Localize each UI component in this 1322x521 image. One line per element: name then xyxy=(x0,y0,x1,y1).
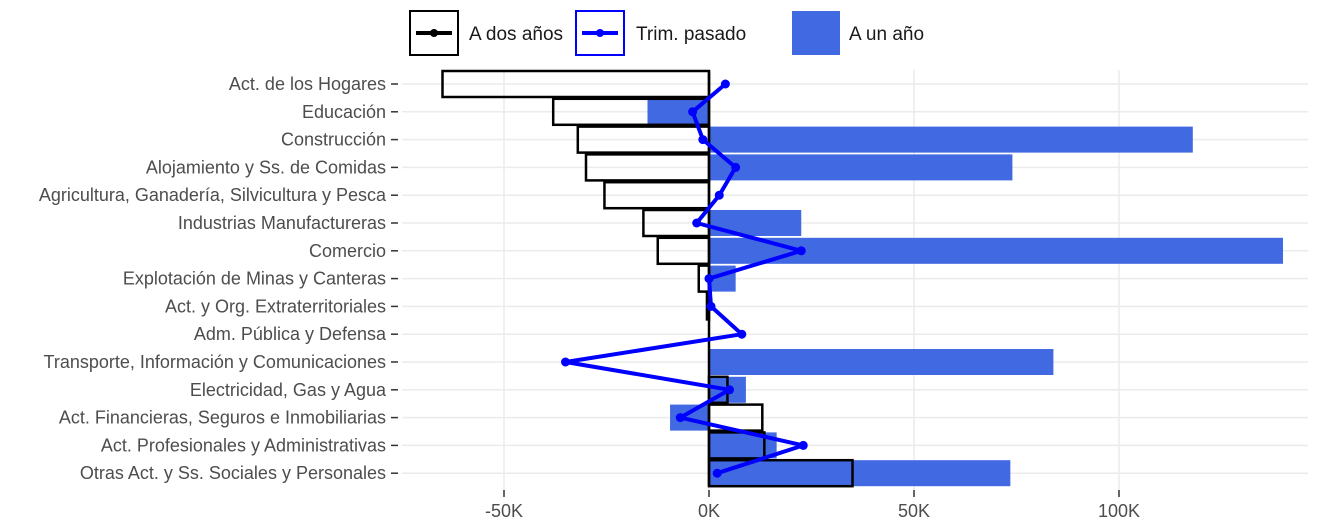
legend-label-dos: A dos años xyxy=(469,24,563,45)
category-label: Educación xyxy=(302,102,386,122)
x-tick-label: 100K xyxy=(1098,501,1140,521)
trim-pasado-point xyxy=(712,468,722,478)
trim-pasado-point xyxy=(692,218,702,228)
bar-a-un-anio xyxy=(709,349,1054,375)
category-labels: Act. de los Hogares Educación Construcción… xyxy=(39,74,398,483)
bar-a-un-anio xyxy=(709,460,1011,487)
category-label: Comercio xyxy=(309,241,386,261)
trim-pasado-point xyxy=(796,246,806,256)
category-label: Otras Act. y Ss. Sociales y Personales xyxy=(80,463,386,483)
category-label: Agricultura, Ganadería, Silvicultura y P… xyxy=(39,185,387,205)
category-label: Alojamiento y Ss. de Comidas xyxy=(146,157,386,177)
legend-label-trim: Trim. pasado xyxy=(636,24,746,45)
bar-a-un-anio xyxy=(709,126,1193,153)
x-tick-label: 50K xyxy=(898,501,930,521)
x-tick-label: 0K xyxy=(698,501,720,521)
trim-pasado-point xyxy=(731,162,741,172)
legend-key-unanio-box xyxy=(792,11,840,55)
category-label: Industrias Manufactureras xyxy=(178,213,386,233)
trim-pasado-point xyxy=(725,385,734,395)
trim-pasado-point xyxy=(698,135,708,145)
bar-a-un-anio xyxy=(647,98,709,125)
trim-pasado-point xyxy=(798,440,808,450)
bars-a-un-anio xyxy=(647,98,1283,487)
category-label: Explotación de Minas y Canteras xyxy=(123,269,386,289)
category-label: Electricidad, Gas y Agua xyxy=(190,380,387,400)
trim-pasado-point xyxy=(720,79,730,89)
category-label: Act. de los Hogares xyxy=(229,74,386,94)
trim-pasado-point xyxy=(561,357,570,367)
category-label: Adm. Pública y Defensa xyxy=(194,324,387,344)
trim-pasado-point xyxy=(706,301,716,311)
trim-pasado-series xyxy=(561,79,808,478)
legend-key-trim-dot xyxy=(596,29,604,37)
legend-key-dos-dot xyxy=(430,29,438,37)
bar-a-un-anio xyxy=(709,210,802,236)
trim-pasado-point xyxy=(688,107,698,117)
category-label: Transporte, Información y Comunicaciones xyxy=(44,352,386,372)
category-label: Act. y Org. Extraterritoriales xyxy=(165,296,386,316)
trim-pasado-point xyxy=(737,329,747,339)
x-axis-ticks: -50K 0K 50K 100K xyxy=(485,490,1140,521)
category-label: Construcción xyxy=(281,130,386,150)
category-label: Act. Profesionales y Administrativas xyxy=(101,435,386,455)
legend: A dos años Trim. pasado A un año xyxy=(409,10,924,56)
trim-pasado-point xyxy=(675,413,685,423)
legend-label-unanio: A un año xyxy=(849,24,924,45)
x-tick-label: -50K xyxy=(485,501,523,521)
category-label: Act. Financieras, Seguros e Inmobiliaria… xyxy=(59,408,386,428)
trim-pasado-point xyxy=(704,274,714,284)
bar-a-un-anio xyxy=(709,154,1013,181)
trim-pasado-point xyxy=(714,190,724,200)
